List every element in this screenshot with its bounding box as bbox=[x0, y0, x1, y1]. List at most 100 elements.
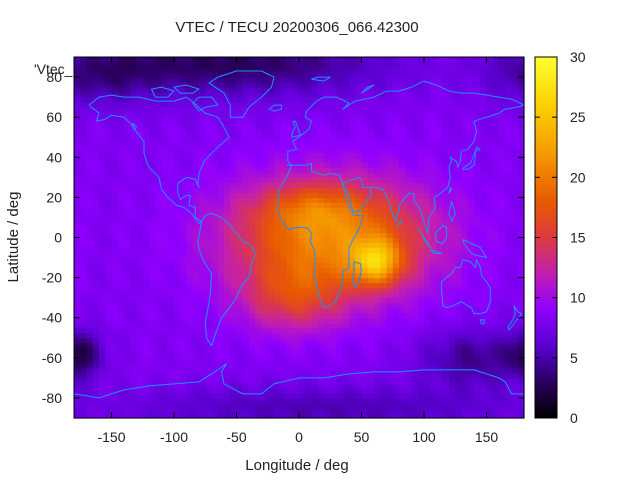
heatmap-cell bbox=[349, 327, 356, 334]
heatmap-cell bbox=[305, 182, 313, 188]
heatmap-cell bbox=[124, 392, 131, 399]
heatmap-cell bbox=[142, 282, 150, 289]
heatmap-cell bbox=[230, 292, 238, 299]
heatmap-cell bbox=[242, 167, 250, 173]
heatmap-cell bbox=[305, 197, 313, 203]
heatmap-cell bbox=[442, 357, 450, 364]
heatmap-cell bbox=[474, 402, 481, 409]
heatmap-cell bbox=[305, 252, 313, 259]
heatmap-cell bbox=[186, 317, 194, 324]
heatmap-cell bbox=[474, 352, 481, 359]
heatmap-cell bbox=[186, 77, 194, 83]
heatmap-cell bbox=[505, 287, 513, 294]
heatmap-cell bbox=[299, 202, 306, 209]
heatmap-cell bbox=[349, 337, 356, 344]
heatmap-cell bbox=[211, 377, 219, 384]
heatmap-cell bbox=[349, 367, 356, 374]
heatmap-cell bbox=[211, 337, 219, 344]
heatmap-cell bbox=[111, 167, 119, 173]
heatmap-cell bbox=[105, 242, 113, 249]
heatmap-cell bbox=[242, 177, 250, 183]
heatmap-cell bbox=[386, 357, 394, 364]
heatmap-cell bbox=[480, 367, 488, 374]
heatmap-cell bbox=[461, 97, 469, 103]
heatmap-cell bbox=[199, 172, 206, 178]
heatmap-cell bbox=[486, 142, 494, 148]
heatmap-cell bbox=[299, 262, 306, 269]
heatmap-cell bbox=[211, 397, 219, 404]
heatmap-cell bbox=[299, 307, 306, 314]
heatmap-cell bbox=[474, 137, 481, 143]
heatmap-cell bbox=[242, 72, 250, 78]
heatmap-cell bbox=[99, 122, 106, 128]
heatmap-cell bbox=[492, 197, 500, 203]
heatmap-cell bbox=[361, 92, 369, 98]
heatmap-cell bbox=[455, 312, 463, 319]
heatmap-cell bbox=[399, 332, 406, 339]
heatmap-cell bbox=[505, 122, 513, 128]
heatmap-cell bbox=[361, 247, 369, 254]
heatmap-cell bbox=[255, 212, 263, 219]
heatmap-cell bbox=[86, 92, 94, 98]
heatmap-cell bbox=[205, 147, 213, 153]
heatmap-cell bbox=[317, 377, 325, 384]
heatmap-cell bbox=[111, 252, 119, 259]
heatmap-cell bbox=[149, 192, 156, 198]
heatmap-cell bbox=[374, 217, 381, 224]
heatmap-cell bbox=[105, 322, 113, 329]
heatmap-cell bbox=[449, 152, 456, 158]
heatmap-cell bbox=[261, 402, 269, 409]
heatmap-cell bbox=[174, 77, 181, 83]
heatmap-cell bbox=[330, 267, 338, 274]
heatmap-cell bbox=[349, 242, 356, 249]
heatmap-cell bbox=[417, 342, 425, 349]
heatmap-cell bbox=[111, 392, 119, 399]
heatmap-cell bbox=[217, 177, 225, 183]
heatmap-cell bbox=[167, 247, 175, 254]
heatmap-cell bbox=[305, 247, 313, 254]
heatmap-cell bbox=[349, 282, 356, 289]
heatmap-cell bbox=[386, 372, 394, 379]
heatmap-cell bbox=[511, 197, 519, 203]
heatmap-cell bbox=[455, 72, 463, 78]
heatmap-cell bbox=[130, 312, 138, 319]
heatmap-cell bbox=[174, 107, 181, 113]
heatmap-cell bbox=[180, 152, 188, 158]
heatmap-cell bbox=[105, 347, 113, 354]
heatmap-cell bbox=[480, 362, 488, 369]
heatmap-cell bbox=[324, 342, 331, 349]
heatmap-cell bbox=[224, 137, 231, 143]
heatmap-cell bbox=[167, 82, 175, 88]
heatmap-cell bbox=[217, 397, 225, 404]
heatmap-cell bbox=[280, 92, 288, 98]
heatmap-cell bbox=[111, 72, 119, 78]
heatmap-cell bbox=[330, 182, 338, 188]
heatmap-cell bbox=[124, 362, 131, 369]
heatmap-cell bbox=[336, 227, 344, 234]
heatmap-cell bbox=[442, 287, 450, 294]
heatmap-cell bbox=[92, 147, 100, 153]
heatmap-cell bbox=[374, 72, 381, 78]
heatmap-cell bbox=[92, 367, 100, 374]
heatmap-cell bbox=[242, 67, 250, 73]
heatmap-cell bbox=[249, 157, 256, 163]
heatmap-cell bbox=[442, 77, 450, 83]
heatmap-cell bbox=[286, 132, 294, 138]
heatmap-cell bbox=[192, 327, 200, 334]
heatmap-cell bbox=[74, 202, 81, 209]
heatmap-cell bbox=[92, 177, 100, 183]
heatmap-cell bbox=[111, 362, 119, 369]
heatmap-cell bbox=[124, 72, 131, 78]
heatmap-cell bbox=[136, 142, 144, 148]
heatmap-cell bbox=[124, 307, 131, 314]
heatmap-cell bbox=[199, 392, 206, 399]
heatmap-cell bbox=[292, 232, 300, 239]
heatmap-cell bbox=[105, 232, 113, 239]
heatmap-cell bbox=[167, 182, 175, 188]
heatmap-cell bbox=[192, 367, 200, 374]
heatmap-cell bbox=[324, 267, 331, 274]
heatmap-cell bbox=[467, 332, 475, 339]
heatmap-cell bbox=[111, 102, 119, 108]
heatmap-cell bbox=[324, 362, 331, 369]
heatmap-cell bbox=[480, 347, 488, 354]
